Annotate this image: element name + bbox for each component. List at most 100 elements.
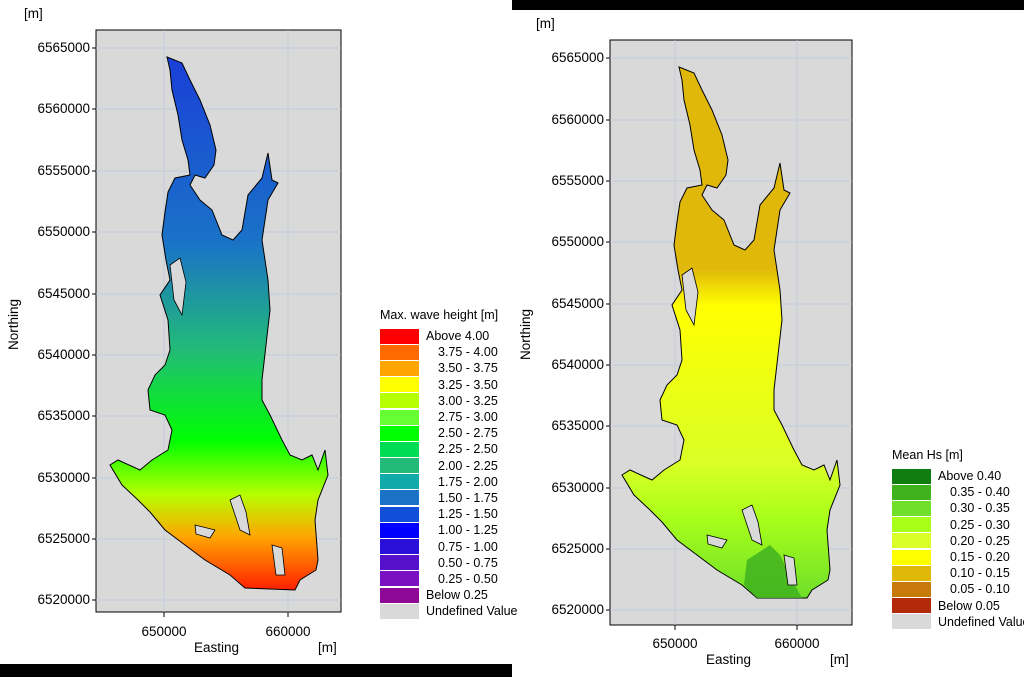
legend-label: 0.20 - 0.25 bbox=[950, 533, 1010, 548]
legend-label: 0.50 - 0.75 bbox=[438, 555, 498, 570]
legend-item: 3.00 - 3.25 bbox=[380, 393, 518, 409]
legend-label: 0.15 - 0.20 bbox=[950, 550, 1010, 565]
y-tick-label: 6525000 bbox=[37, 531, 90, 546]
map-plot-mean-hs bbox=[606, 39, 853, 630]
y-tick-label: 6535000 bbox=[37, 408, 90, 423]
y-tick-label: 6525000 bbox=[551, 541, 604, 556]
y-unit-label: [m] bbox=[24, 6, 43, 21]
legend-label: 0.10 - 0.15 bbox=[950, 566, 1010, 581]
legend-label: Above 0.40 bbox=[938, 469, 1002, 484]
y-tick-label: 6535000 bbox=[551, 418, 604, 433]
legend-item: Undefined Value bbox=[380, 603, 518, 619]
legend-item: 0.35 - 0.40 bbox=[892, 484, 1024, 500]
legend-swatch bbox=[380, 393, 419, 409]
legend-items: Above 0.40 0.35 - 0.40 0.30 - 0.35 0.25 - 0… bbox=[892, 468, 1024, 630]
top-black-bar bbox=[512, 0, 1024, 10]
map-plot-max-wave-height bbox=[92, 29, 342, 617]
legend-label: 2.00 - 2.25 bbox=[438, 458, 498, 473]
legend-swatch bbox=[380, 539, 419, 555]
map-panel-max-wave-height: [m] 6565000 6560000 6555000 6550000 6545… bbox=[0, 0, 518, 664]
y-tick-label: 6550000 bbox=[551, 234, 604, 249]
legend-label: 2.75 - 3.00 bbox=[438, 410, 498, 425]
y-tick-label: 6540000 bbox=[37, 347, 90, 362]
y-tick-label: 6520000 bbox=[551, 602, 604, 617]
legend-label: 3.25 - 3.50 bbox=[438, 377, 498, 392]
legend-label: 0.25 - 0.50 bbox=[438, 571, 498, 586]
legend-label: Below 0.25 bbox=[426, 588, 488, 603]
legend-swatch bbox=[892, 614, 931, 630]
legend-item: 0.10 - 0.15 bbox=[892, 565, 1024, 581]
legend-swatch bbox=[892, 517, 931, 533]
legend-label: 1.25 - 1.50 bbox=[438, 507, 498, 522]
legend-item: 1.50 - 1.75 bbox=[380, 490, 518, 506]
legend-swatch bbox=[380, 344, 419, 360]
legend-title: Mean Hs [m] bbox=[892, 448, 963, 462]
legend-label: 0.05 - 0.10 bbox=[950, 582, 1010, 597]
x-unit-label: [m] bbox=[318, 640, 337, 655]
y-tick-label: 6545000 bbox=[37, 286, 90, 301]
legend-item: 0.15 - 0.20 bbox=[892, 549, 1024, 565]
y-tick-label: 6530000 bbox=[37, 470, 90, 485]
legend-swatch bbox=[380, 490, 419, 506]
legend-item: 2.75 - 3.00 bbox=[380, 409, 518, 425]
map-panel-mean-hs: [m] 6565000 6560000 6555000 6550000 6545… bbox=[512, 0, 1024, 677]
x-tick-label: 660000 bbox=[265, 624, 311, 639]
legend-max-wave-height: Max. wave height [m] Above 4.00 3.75 - 4.… bbox=[380, 308, 518, 619]
legend-swatch bbox=[380, 425, 419, 441]
y-tick-label: 6545000 bbox=[551, 296, 604, 311]
legend-swatch bbox=[380, 409, 419, 425]
legend-item: 2.00 - 2.25 bbox=[380, 458, 518, 474]
legend-label: Undefined Value bbox=[938, 614, 1024, 629]
legend-swatch bbox=[380, 458, 419, 474]
legend-swatch bbox=[892, 468, 931, 484]
legend-label: Below 0.05 bbox=[938, 598, 1000, 613]
x-tick-label: 650000 bbox=[141, 624, 187, 639]
legend-label: 0.75 - 1.00 bbox=[438, 539, 498, 554]
legend-label: 1.75 - 2.00 bbox=[438, 474, 498, 489]
y-tick-label: 6530000 bbox=[551, 480, 604, 495]
y-tick-label: 6540000 bbox=[551, 357, 604, 372]
legend-label: 1.50 - 1.75 bbox=[438, 490, 498, 505]
legend-swatch bbox=[892, 500, 931, 516]
legend-swatch bbox=[892, 598, 931, 614]
legend-swatch bbox=[892, 533, 931, 549]
legend-label: 3.00 - 3.25 bbox=[438, 393, 498, 408]
legend-item: Above 4.00 bbox=[380, 328, 518, 344]
y-axis-title: Northing bbox=[518, 308, 533, 360]
legend-item: 0.25 - 0.50 bbox=[380, 571, 518, 587]
y-tick-label: 6560000 bbox=[551, 112, 604, 127]
y-unit-label: [m] bbox=[536, 16, 555, 31]
legend-item: 2.25 - 2.50 bbox=[380, 441, 518, 457]
legend-swatch bbox=[380, 360, 419, 376]
legend-item: Below 0.25 bbox=[380, 587, 518, 603]
legend-label: Above 4.00 bbox=[426, 329, 490, 344]
legend-swatch bbox=[380, 603, 419, 619]
legend-items: Above 4.00 3.75 - 4.00 3.50 - 3.75 3.25 - 3… bbox=[380, 328, 518, 619]
x-tick-label: 660000 bbox=[774, 636, 820, 651]
legend-swatch bbox=[380, 474, 419, 490]
legend-item: 1.00 - 1.25 bbox=[380, 522, 518, 538]
legend-item: 1.25 - 1.50 bbox=[380, 506, 518, 522]
axis-ticks bbox=[606, 57, 798, 630]
legend-label: 1.00 - 1.25 bbox=[438, 523, 498, 538]
legend-item: 3.75 - 4.00 bbox=[380, 344, 518, 360]
y-tick-label: 6565000 bbox=[37, 40, 90, 55]
legend-swatch bbox=[380, 377, 419, 393]
legend-label: 2.50 - 2.75 bbox=[438, 426, 498, 441]
legend-label: 0.35 - 0.40 bbox=[950, 485, 1010, 500]
bottom-black-bar bbox=[0, 664, 512, 677]
legend-item: 0.75 - 1.00 bbox=[380, 538, 518, 555]
legend-item: Below 0.05 bbox=[892, 598, 1024, 614]
legend-item: 0.30 - 0.35 bbox=[892, 500, 1024, 516]
legend-item: 3.50 - 3.75 bbox=[380, 360, 518, 376]
legend-swatch bbox=[892, 484, 931, 500]
y-tick-label: 6560000 bbox=[37, 101, 90, 116]
x-axis-title: Easting bbox=[194, 640, 240, 655]
x-axis-title: Easting bbox=[706, 652, 752, 667]
legend-item: 1.75 - 2.00 bbox=[380, 474, 518, 490]
legend-item: Above 0.40 bbox=[892, 468, 1024, 484]
legend-item: 3.25 - 3.50 bbox=[380, 377, 518, 393]
fjord-shape bbox=[621, 66, 841, 599]
legend-label: 3.50 - 3.75 bbox=[438, 361, 498, 376]
legend-item: 0.50 - 0.75 bbox=[380, 555, 518, 571]
